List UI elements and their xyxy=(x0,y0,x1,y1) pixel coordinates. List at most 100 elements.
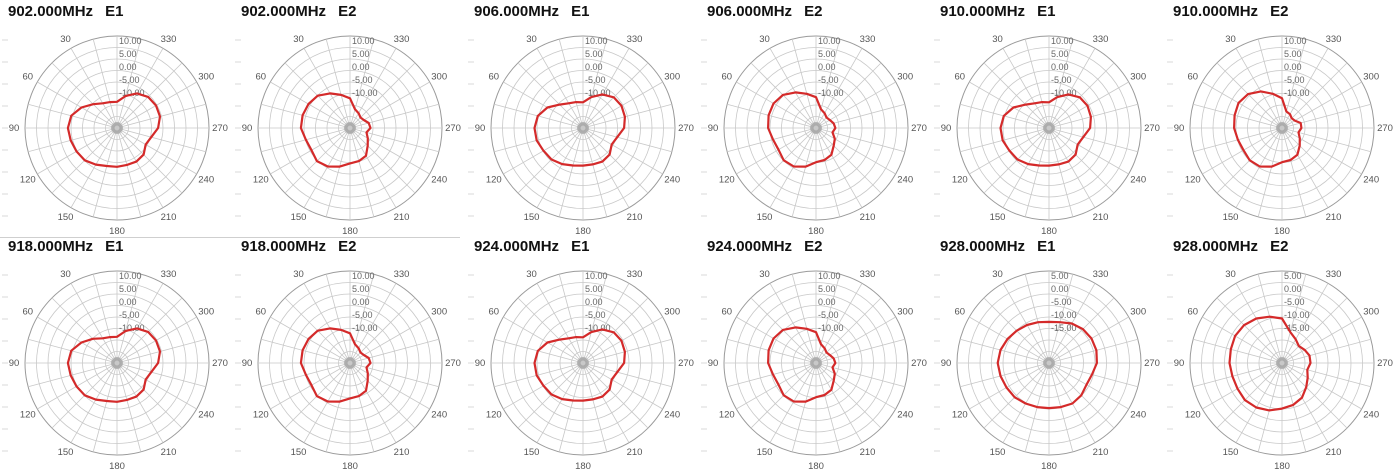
center-tick xyxy=(346,357,349,362)
radial-tick-label: -5.00 xyxy=(585,310,606,320)
center-tick xyxy=(1044,364,1048,368)
grid-spoke xyxy=(558,127,584,218)
center-tick xyxy=(577,129,582,132)
angle-label: 270 xyxy=(445,123,461,134)
angle-label: 240 xyxy=(897,175,913,186)
grid-spoke xyxy=(1281,62,1348,129)
center-tick xyxy=(1279,365,1282,369)
angle-label: 180 xyxy=(342,226,358,237)
angle-label: 180 xyxy=(575,461,591,469)
frequency-label: 906.000MHz xyxy=(474,3,560,20)
grid-spoke xyxy=(116,38,142,129)
center-tick xyxy=(351,359,356,362)
grid-spoke xyxy=(1048,316,1129,364)
grid-spoke xyxy=(116,273,142,364)
grid-spoke xyxy=(349,338,440,364)
grid-spoke xyxy=(1002,127,1050,208)
center-tick xyxy=(817,123,821,127)
radial-tick-label: -15.00 xyxy=(1284,323,1310,333)
grid-spoke xyxy=(1281,362,1307,453)
center-tick xyxy=(346,364,349,369)
center-tick xyxy=(119,363,123,366)
center-tick xyxy=(1284,128,1288,130)
center-tick xyxy=(581,130,583,134)
center-tick xyxy=(581,357,583,361)
center-tick xyxy=(344,129,349,132)
chart-title: 910.000MHz E2 xyxy=(1173,3,1288,20)
angle-label: 210 xyxy=(627,447,643,458)
grid-spoke xyxy=(116,127,207,153)
radial-tick-label: -5.00 xyxy=(352,75,373,85)
grid-spoke xyxy=(969,316,1050,364)
center-tick xyxy=(1047,357,1049,361)
center-tick xyxy=(115,357,117,361)
center-tick xyxy=(118,129,121,134)
grid-spoke xyxy=(270,316,351,364)
center-tick xyxy=(352,364,356,367)
center-tick xyxy=(113,364,116,369)
center-tick xyxy=(1049,130,1052,134)
center-tick xyxy=(351,364,355,368)
center-tick xyxy=(117,130,119,134)
grid-spoke xyxy=(116,362,142,453)
center-tick xyxy=(579,357,582,362)
angle-label: 150 xyxy=(757,447,773,458)
center-tick xyxy=(816,130,819,134)
center-tick xyxy=(1283,357,1286,361)
grid-spoke xyxy=(270,362,351,410)
radial-tick-label: 5.00 xyxy=(585,284,603,294)
center-tick xyxy=(352,126,356,128)
angle-label: 150 xyxy=(990,447,1006,458)
angle-label: 240 xyxy=(431,175,447,186)
grid-spoke xyxy=(791,38,817,129)
polarization-label: E1 xyxy=(105,238,124,255)
radial-tick-label: -15.00 xyxy=(1051,323,1077,333)
center-tick xyxy=(584,364,588,368)
grid-spoke xyxy=(1235,48,1283,129)
center-tick xyxy=(583,357,586,361)
radial-tick-label: -10.00 xyxy=(119,323,145,333)
center-tick xyxy=(344,128,348,131)
grid-spoke xyxy=(558,362,584,453)
center-tick xyxy=(1043,360,1047,363)
angle-label: 240 xyxy=(1130,175,1146,186)
center-tick xyxy=(810,124,815,127)
center-tick xyxy=(810,129,815,132)
center-tick xyxy=(117,365,119,369)
center-tick xyxy=(816,130,818,134)
grid-spoke xyxy=(1216,297,1283,364)
angle-label: 120 xyxy=(20,410,36,421)
grid-spoke xyxy=(815,127,863,208)
center-tick xyxy=(112,123,116,127)
center-tick xyxy=(811,129,815,133)
center-tick xyxy=(1051,124,1055,128)
grid-spoke xyxy=(92,273,118,364)
center-tick xyxy=(1051,363,1055,365)
center-tick xyxy=(584,359,589,362)
grid-spoke xyxy=(116,297,183,364)
grid-spoke xyxy=(1048,38,1074,129)
radial-tick-label: 5.00 xyxy=(1051,49,1069,59)
center-tick xyxy=(1277,364,1281,368)
chart-title: 918.000MHz E1 xyxy=(8,238,123,255)
angle-label: 330 xyxy=(1326,269,1342,280)
grid-spoke xyxy=(726,127,817,153)
grid-spoke xyxy=(582,362,649,429)
center-tick xyxy=(577,363,581,366)
grid-spoke xyxy=(503,316,584,364)
radial-tick-label: -5.00 xyxy=(818,75,839,85)
radial-tick-label: -5.00 xyxy=(818,310,839,320)
grid-spoke xyxy=(1002,48,1050,129)
grid-spoke xyxy=(1048,48,1096,129)
center-tick xyxy=(112,358,116,362)
center-tick xyxy=(1045,122,1049,126)
center-tick xyxy=(348,122,350,126)
center-tick xyxy=(352,128,356,130)
grid-spoke xyxy=(116,362,183,429)
center-tick xyxy=(115,122,117,126)
angle-label: 60 xyxy=(722,72,733,83)
center-tick xyxy=(347,365,350,369)
grid-spoke xyxy=(1048,362,1139,388)
center-tick xyxy=(1284,363,1288,366)
center-tick xyxy=(1047,122,1049,126)
